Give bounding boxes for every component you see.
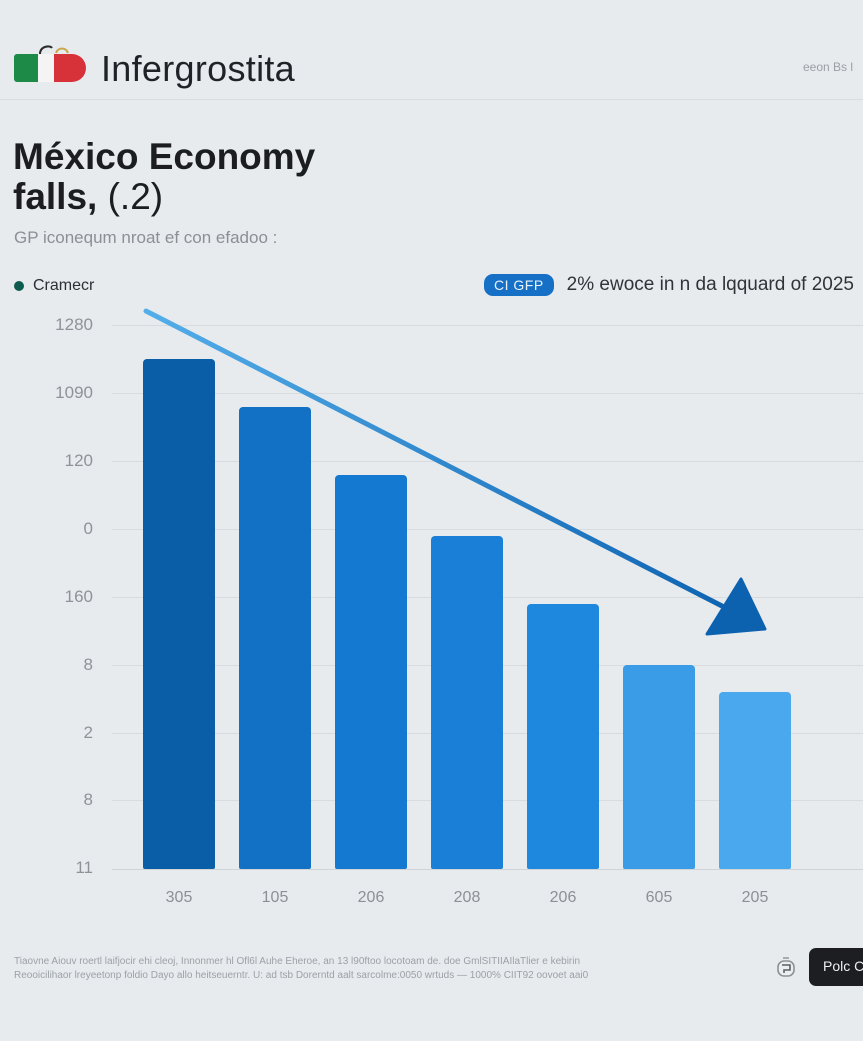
- cta-button[interactable]: Polc C: [809, 948, 863, 986]
- y-tick-label: 2: [83, 723, 93, 742]
- legend-label: Cramecr: [33, 277, 95, 294]
- footnote: Tiaovne Aiouv roertl laifjocir ehi cleoj…: [14, 955, 714, 983]
- bar[interactable]: [335, 474, 407, 869]
- page-title: México Economy falls, (.2): [13, 137, 433, 217]
- y-tick-label: 1090: [55, 383, 93, 402]
- bar-chart: 1280 1090 120 0 160 8 2 8 11 305 105 206 20…: [0, 300, 863, 920]
- header-right-text: eeon Bs l: [803, 60, 854, 74]
- title-line1: México Economy: [13, 136, 316, 177]
- callout-pill-badge: CI GFP: [484, 274, 554, 296]
- bar[interactable]: [527, 603, 599, 869]
- brand-name: Infergrostita: [101, 48, 295, 89]
- gridline: [112, 461, 863, 462]
- gridline: [112, 393, 863, 394]
- title-line2-light: (.2): [97, 176, 164, 217]
- share-icon[interactable]: [774, 955, 798, 979]
- x-tick-label: 105: [261, 889, 289, 906]
- x-tick-label: 605: [645, 889, 673, 906]
- y-tick-label: 120: [64, 451, 93, 470]
- x-tick-label: 208: [453, 889, 481, 906]
- bar[interactable]: [623, 665, 695, 869]
- flag-logo-icon: [14, 54, 86, 82]
- title-line2-bold: falls,: [13, 176, 98, 217]
- x-tick-label: 205: [741, 889, 769, 906]
- chart-legend: Cramecr: [14, 277, 94, 295]
- gridline: [112, 325, 863, 326]
- gridline: [112, 529, 863, 530]
- x-tick-label: 305: [165, 889, 193, 906]
- x-tick-label: 206: [549, 889, 577, 906]
- y-tick-label: 8: [83, 790, 93, 809]
- y-tick-label: 8: [83, 655, 93, 674]
- y-tick-label: 11: [75, 858, 93, 877]
- footnote-line-2: Reooicilihaor lreyeetonp foldio Dayo all…: [14, 970, 589, 981]
- bar[interactable]: [239, 406, 311, 869]
- bar[interactable]: [719, 692, 791, 869]
- y-tick-label: 1280: [55, 315, 93, 334]
- bar[interactable]: [143, 359, 215, 869]
- x-axis-baseline: [112, 869, 863, 870]
- bar[interactable]: [431, 535, 503, 869]
- footnote-line-1: Tiaovne Aiouv roertl laifjocir ehi cleoj…: [14, 956, 581, 967]
- y-tick-label: 0: [83, 519, 93, 538]
- bag-handle-icon: [39, 45, 69, 55]
- callout-text: 2% ewoce in n da lqquard of 2025: [566, 274, 854, 295]
- callout-note: CI GFP 2% ewoce in n da lqquard of 2025: [484, 274, 854, 296]
- x-tick-label: 206: [357, 889, 385, 906]
- subtitle: GP iconequm nroat ef con efadoo :: [14, 228, 278, 247]
- y-tick-label: 160: [64, 587, 93, 606]
- legend-dot-icon: [14, 281, 24, 291]
- trend-down-arrow-icon: [143, 308, 767, 636]
- header: Infergrostita eeon Bs l: [0, 0, 863, 100]
